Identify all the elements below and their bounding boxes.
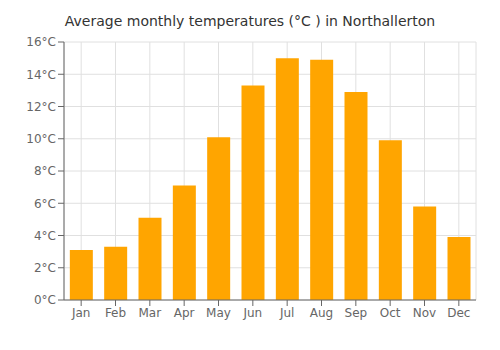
html-text:Average monthly temperatures (: Average monthly temperatures (°C ) in No…: [64, 13, 436, 29]
svg-text:0°C: 0°C: [34, 293, 56, 307]
svg-text:16°C: 16°C: [26, 35, 56, 49]
svg-text:May: May: [206, 306, 231, 320]
svg-text:12°C: 12°C: [26, 100, 56, 114]
svg-text:10°C: 10°C: [26, 132, 56, 146]
svg-text:Jun: Jun: [242, 306, 262, 320]
svg-text:4°C: 4°C: [34, 229, 56, 243]
svg-text:Dec: Dec: [447, 306, 470, 320]
svg-text:Jul: Jul: [279, 306, 294, 320]
svg-text:Mar: Mar: [139, 306, 162, 320]
svg-text:14°C: 14°C: [26, 68, 56, 82]
svg-text:Feb: Feb: [105, 306, 126, 320]
svg-text:6°C: 6°C: [34, 197, 56, 211]
svg-text:Sep: Sep: [345, 306, 368, 320]
svg-text:Aug: Aug: [310, 306, 333, 320]
svg-text:8°C: 8°C: [34, 164, 56, 178]
svg-text:Apr: Apr: [174, 306, 195, 320]
svg-text:2°C: 2°C: [34, 261, 56, 275]
svg-text:Nov: Nov: [413, 306, 436, 320]
svg-text:Jan: Jan: [71, 306, 91, 320]
svg-text:Oct: Oct: [380, 306, 401, 320]
